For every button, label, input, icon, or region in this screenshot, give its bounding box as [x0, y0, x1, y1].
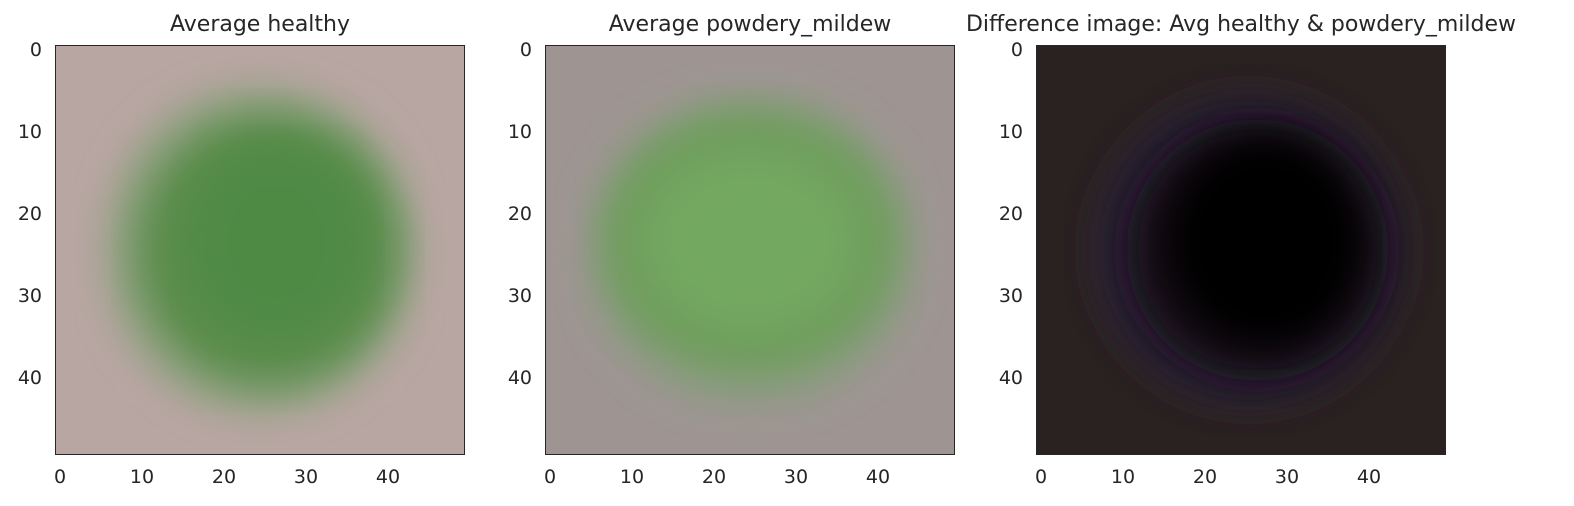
difference-core	[1167, 135, 1364, 348]
y-tick-label: 40	[17, 367, 42, 389]
x-tick-label: 40	[1356, 466, 1382, 488]
y-tick-label: 10	[507, 121, 532, 143]
y-tick-label: 40	[507, 367, 532, 389]
heatmap-image	[1037, 46, 1445, 454]
chart-title: Difference image: Avg healthy & powdery_…	[965, 12, 1517, 37]
x-tick-label: 0	[1034, 466, 1048, 488]
x-tick-label: 30	[783, 466, 809, 488]
x-tick-label: 40	[375, 466, 401, 488]
y-tick-label: 20	[507, 203, 532, 225]
x-tick-label: 20	[211, 466, 237, 488]
y-tick-label: 40	[998, 367, 1023, 389]
x-tick-label: 30	[293, 466, 319, 488]
heatmap-image	[546, 46, 954, 454]
panel-average-powdery-mildew: Average powdery_mildew 0 10 20 30 40 0 1…	[490, 0, 1010, 506]
y-tick-label: 0	[519, 39, 532, 61]
x-tick-label: 0	[53, 466, 67, 488]
x-tick-label: 30	[1274, 466, 1300, 488]
y-tick-label: 30	[998, 285, 1023, 307]
y-tick-label: 30	[507, 285, 532, 307]
x-tick-label: 0	[543, 466, 557, 488]
chart-title: Average powdery_mildew	[608, 12, 892, 37]
leaf-core	[186, 143, 367, 340]
panel-difference-image: Difference image: Avg healthy & powdery_…	[966, 0, 1574, 506]
image-axes	[1036, 45, 1446, 455]
chart-title: Average healthy	[170, 12, 350, 37]
y-tick-label: 10	[17, 121, 42, 143]
image-axes	[545, 45, 955, 455]
x-tick-label: 20	[701, 466, 727, 488]
x-tick-label: 10	[619, 466, 645, 488]
image-axes	[55, 45, 465, 455]
leaf-core	[643, 152, 857, 332]
y-tick-label: 0	[29, 39, 42, 61]
panel-average-healthy: Average healthy 0 10 20 30 40 0 10 20 30…	[0, 0, 520, 506]
y-tick-label: 10	[998, 121, 1023, 143]
x-tick-label: 40	[865, 466, 891, 488]
y-tick-label: 20	[998, 203, 1023, 225]
y-tick-label: 20	[17, 203, 42, 225]
y-tick-label: 0	[1010, 39, 1023, 61]
heatmap-image	[56, 46, 464, 454]
x-tick-label: 20	[1192, 466, 1218, 488]
y-tick-label: 30	[17, 285, 42, 307]
x-tick-label: 10	[1110, 466, 1136, 488]
x-tick-label: 10	[129, 466, 155, 488]
